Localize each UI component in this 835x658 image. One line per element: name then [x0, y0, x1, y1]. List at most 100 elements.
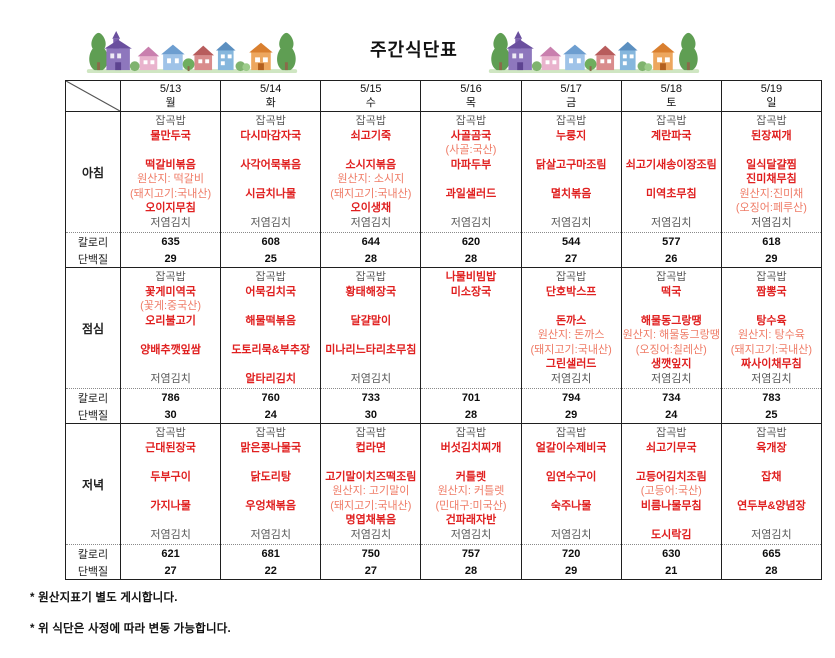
protein-row-breakfast: 단백질 29 25 28 28 27 26 29 — [65, 250, 823, 268]
menu-spacer — [522, 143, 621, 158]
calories-value-lunch-5-17: 794 — [520, 388, 622, 406]
menu-item: 닭살고구마조림 — [535, 158, 607, 171]
menu-item: 숙주나물 — [550, 499, 592, 512]
date-header-row: 5/13 월 5/14 화 5/15 수 5/16 목 5/17 금 5/18 토 5/19 일 — [65, 80, 823, 112]
menu-item: 어묵김치국 — [245, 285, 297, 298]
menu-item: 계란파국 — [651, 129, 692, 142]
day-date: 5/13 — [159, 83, 182, 95]
menu-item: (돼지고기:국내산) — [330, 187, 412, 200]
menu-item: 꽃게미역국 — [145, 285, 196, 298]
menu-item: 달걀말이 — [350, 314, 392, 327]
menu-item: 해물동그랑땡 — [640, 314, 702, 327]
menu-spacer — [522, 299, 621, 314]
day-name: 수 — [365, 97, 376, 109]
menu-item: 잡곡밥 — [455, 427, 487, 439]
menu-item: 잡곡밥 — [255, 115, 286, 127]
protein-value-lunch-5-13: 30 — [119, 406, 222, 424]
day-header-5-13: 5/13 월 — [119, 80, 222, 112]
menu-item: 저염김치 — [150, 372, 191, 385]
menu-item: 육개장 — [756, 441, 787, 454]
menu-item: 사각어묵볶음 — [240, 158, 302, 171]
day-date: 5/15 — [360, 83, 382, 95]
menu-row-dinner: 저녁 잡곡밥 근대된장국 두부구이 가지나물 저염김치 잡곡밥 맑은콩나물국 닭도리탕 … — [65, 423, 823, 545]
menu-spacer — [421, 299, 520, 314]
menu-item: 고등어김치조림 — [635, 470, 707, 483]
menu-item: 원산지:진미채 — [739, 187, 804, 200]
calories-value-breakfast-5-19: 618 — [720, 232, 823, 250]
menu-item: 떡국 — [661, 285, 682, 298]
footnotes: * 원산지표기 별도 게시합니다. * 위 식단은 사정에 따라 변동 가능합니… — [30, 589, 835, 636]
protein-label: 단백질 — [65, 250, 121, 268]
menu-spacer — [321, 328, 420, 343]
diagonal-line — [66, 81, 120, 111]
menu-spacer — [121, 513, 220, 528]
menu-item: 짬뽕국 — [756, 285, 787, 298]
menu-cell-lunch-5-15: 잡곡밥 황태해장국 달걀말이 미나리느타리초무침 저염김치 — [320, 267, 422, 389]
menu-spacer — [121, 455, 220, 470]
menu-item: 명엽채볶음 — [345, 514, 397, 526]
menu-item: 잡곡밥 — [255, 271, 286, 283]
menu-cell-dinner-5-16: 잡곡밥 버섯김치찌개 커틀렛 원산지: 커틀렛 (민대구:미국산) 건파래자반 저염김치 — [420, 423, 522, 545]
menu-spacer — [622, 455, 721, 470]
meal-label-dinner: 저녁 — [65, 423, 121, 545]
protein-value-dinner-5-13: 27 — [119, 562, 222, 580]
menu-item: 도시락김 — [651, 528, 692, 541]
menu-item: 시금치나물 — [245, 187, 297, 200]
menu-item: 오리불고기 — [145, 314, 196, 327]
protein-row-lunch: 단백질 30 24 30 28 29 24 25 — [65, 406, 823, 424]
menu-item: 저염김치 — [550, 216, 592, 229]
menu-cell-breakfast-5-19: 잡곡밥 된장찌개 일식달걀찜 진미채무침 원산지:진미채 (오징어:페루산) 저염김치 — [720, 111, 823, 233]
protein-value-breakfast-5-19: 29 — [720, 250, 823, 268]
menu-cell-breakfast-5-16: 잡곡밥 사골곰국 (사골:국산) 마파두부 과일샐러드 저염김치 — [420, 111, 522, 233]
menu-item: 잡곡밥 — [656, 115, 687, 127]
calories-value-breakfast-5-18: 577 — [620, 232, 722, 250]
menu-spacer — [522, 484, 621, 499]
menu-item: 생깻잎지 — [651, 358, 692, 370]
menu-spacer — [522, 172, 621, 187]
menu-spacer — [522, 201, 621, 216]
calories-value-dinner-5-15: 750 — [320, 544, 422, 562]
menu-item: 일식달걀찜 — [746, 158, 797, 171]
calories-label: 칼로리 — [65, 388, 121, 406]
calories-value-lunch-5-18: 734 — [620, 388, 722, 406]
protein-value-dinner-5-15: 27 — [320, 562, 422, 580]
day-header-5-14: 5/14 화 — [220, 80, 322, 112]
menu-item: 쇠고기새송이장조림 — [625, 158, 717, 171]
menu-item: 미나리느타리초무침 — [325, 343, 417, 356]
day-date: 5/14 — [260, 83, 282, 95]
menu-item: 소시지볶음 — [345, 158, 397, 171]
menu-item: 저염김치 — [751, 216, 792, 229]
menu-item: 저염김치 — [550, 528, 592, 541]
calories-value-breakfast-5-14: 608 — [220, 232, 322, 250]
menu-spacer — [522, 455, 621, 470]
menu-item: 해물떡볶음 — [245, 314, 297, 327]
protein-value-dinner-5-14: 22 — [220, 562, 322, 580]
menu-cell-lunch-5-13: 잡곡밥 꽃게미역국 (꽃게:중국산) 오리불고기 양배추깻잎쌈 저염김치 — [119, 267, 222, 389]
menu-spacer — [221, 172, 320, 187]
header-banner: 주간식단표 — [86, 26, 835, 74]
menu-item: 원산지: 탕수육 — [738, 329, 805, 341]
protein-value-breakfast-5-18: 26 — [620, 250, 722, 268]
menu-item: 건파래자반 — [445, 514, 497, 526]
menu-spacer — [622, 201, 721, 216]
menu-item: 잡곡밥 — [555, 115, 587, 127]
menu-item: 잡곡밥 — [155, 115, 186, 127]
menu-item: 원산지: 고기말이 — [332, 485, 410, 497]
menu-cell-dinner-5-18: 잡곡밥 쇠고기무국 고등어김치조림 (고등어:국산) 비름나물무침 도시락김 — [620, 423, 722, 545]
menu-spacer — [221, 299, 320, 314]
menu-item: 맑은콩나물국 — [240, 441, 302, 454]
menu-spacer — [622, 513, 721, 528]
calories-row-dinner: 칼로리 621 681 750 757 720 630 665 — [65, 544, 823, 562]
menu-spacer — [722, 484, 821, 499]
menu-spacer — [622, 299, 721, 314]
menu-item: 저염김치 — [250, 216, 291, 229]
weekly-menu-table: 5/13 월 5/14 화 5/15 수 5/16 목 5/17 금 5/18 토 5/19 일 아침 잡곡… — [65, 80, 823, 580]
menu-item: 잡곡밥 — [555, 427, 587, 439]
menu-item: 미역초무침 — [645, 187, 697, 200]
menu-item: (민대구:미국산) — [435, 499, 507, 512]
menu-item: 된장찌개 — [751, 129, 792, 142]
menu-item: 커틀렛 — [455, 470, 487, 483]
menu-item: 잡곡밥 — [756, 115, 787, 127]
day-name: 목 — [465, 97, 477, 109]
menu-item: 저염김치 — [550, 372, 592, 385]
